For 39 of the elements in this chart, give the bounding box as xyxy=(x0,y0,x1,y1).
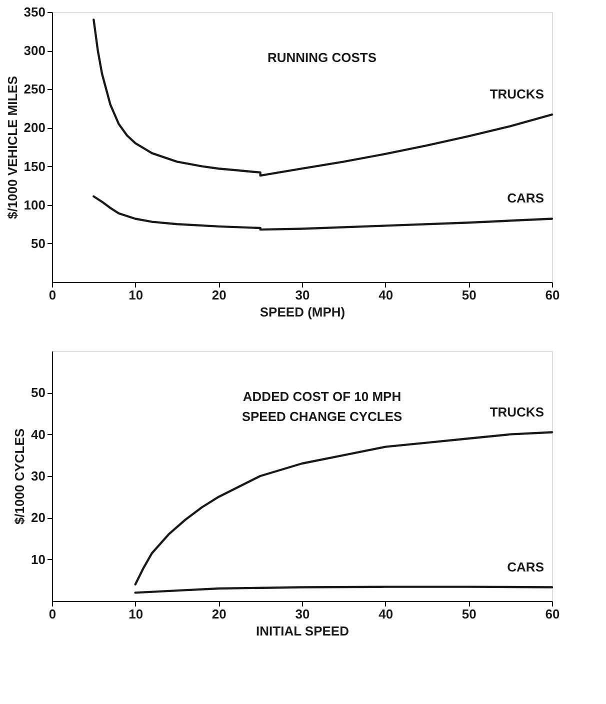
y-tick-label: 50 xyxy=(31,236,46,251)
x-axis-title: SPEED (MPH) xyxy=(260,304,346,320)
y-tick-label: 40 xyxy=(31,426,46,442)
y-tick-label: 250 xyxy=(24,82,46,97)
x-tick-label: 40 xyxy=(378,288,394,302)
y-tick-label: 200 xyxy=(24,120,46,136)
y-axis-title: $/1000 VEHICLE MILES xyxy=(4,76,20,220)
x-tick-label: 10 xyxy=(128,606,144,622)
line-series xyxy=(92,195,554,231)
x-tick-label: 40 xyxy=(378,606,394,622)
series-label: CARS xyxy=(507,559,544,574)
y-tick-label: 10 xyxy=(31,552,46,567)
y-tick-label: 300 xyxy=(24,43,46,58)
series-label: TRUCKS xyxy=(490,86,544,102)
x-tick-label: 20 xyxy=(212,606,226,622)
text: ADDED COST OF 10 MPH SPEED CHANGE CYCLES xyxy=(242,389,402,424)
series-label: CARS xyxy=(507,190,544,206)
line-series xyxy=(134,431,554,586)
x-axis-title: INITIAL SPEED xyxy=(256,624,349,638)
series-label: TRUCKS xyxy=(490,404,544,420)
x-tick-label: 0 xyxy=(48,606,56,622)
text: RUNNING COSTS xyxy=(267,50,377,65)
x-tick-label: 30 xyxy=(295,606,310,622)
x-tick-label: 0 xyxy=(48,288,56,302)
y-tick-label: 30 xyxy=(31,468,46,484)
y-tick-label: 350 xyxy=(24,4,46,20)
x-tick-label: 20 xyxy=(212,288,226,302)
y-tick-label: 20 xyxy=(31,510,46,526)
y-tick-label: 150 xyxy=(24,158,46,174)
y-tick-label: 50 xyxy=(31,385,46,400)
y-axis-title: $/1000 CYCLES xyxy=(12,428,28,525)
x-tick-label: 60 xyxy=(545,288,560,302)
x-tick-label: 50 xyxy=(462,288,476,302)
x-tick-label: 10 xyxy=(128,288,144,302)
x-tick-label: 30 xyxy=(295,288,310,302)
x-tick-label: 50 xyxy=(462,606,476,622)
y-tick-label: 100 xyxy=(24,197,46,212)
line-series xyxy=(92,18,554,177)
x-tick-label: 60 xyxy=(545,606,560,622)
